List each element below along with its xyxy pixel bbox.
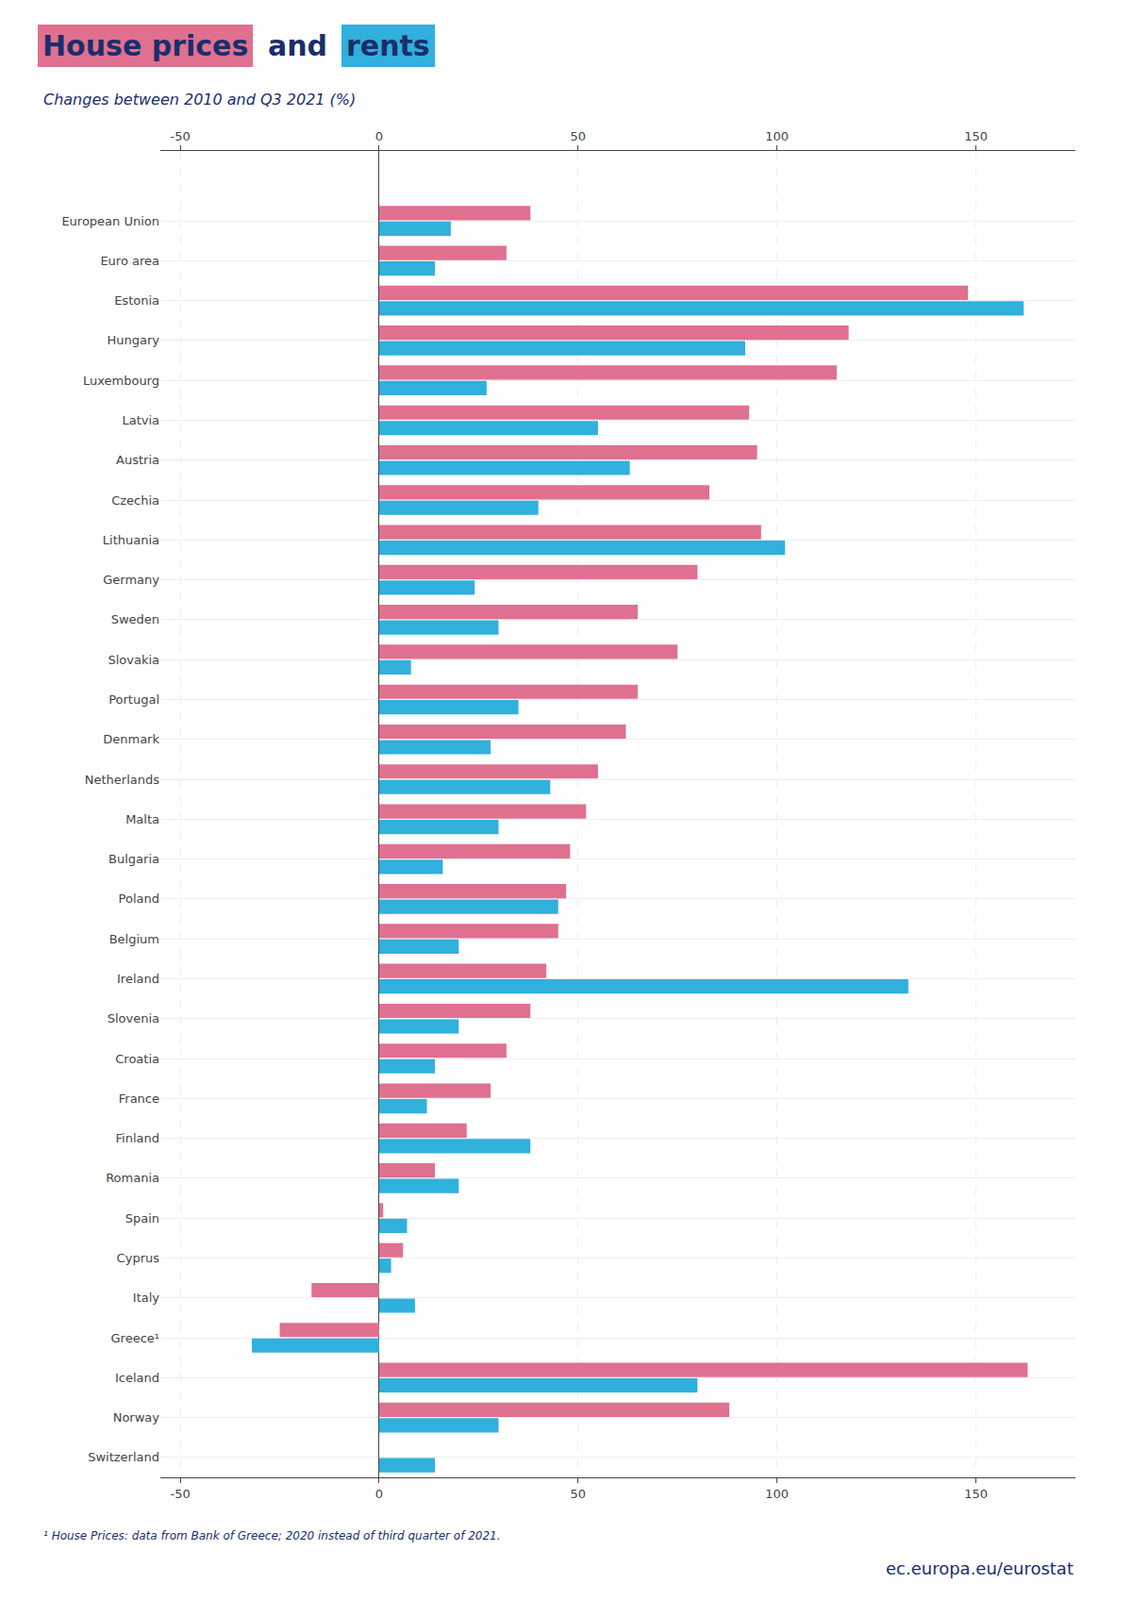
svg-text:50: 50: [570, 129, 587, 144]
svg-text:Denmark: Denmark: [102, 732, 160, 747]
svg-text:Slovakia: Slovakia: [107, 652, 160, 667]
svg-text:Romania: Romania: [105, 1170, 160, 1185]
svg-text:Portugal: Portugal: [108, 692, 160, 707]
svg-text:Finland: Finland: [116, 1131, 160, 1146]
svg-text:House prices: House prices: [42, 29, 249, 63]
svg-text:Malta: Malta: [125, 812, 160, 827]
svg-text:European Union: European Union: [61, 214, 160, 229]
svg-text:Changes between 2010 and Q3 20: Changes between 2010 and Q3 2021 (%): [43, 90, 356, 109]
svg-text:France: France: [118, 1091, 160, 1106]
svg-text:Slovenia: Slovenia: [107, 1011, 160, 1026]
svg-text:Italy: Italy: [133, 1290, 161, 1305]
svg-text:100: 100: [765, 1486, 789, 1501]
svg-text:Croatia: Croatia: [115, 1051, 160, 1066]
svg-text:Estonia: Estonia: [114, 293, 160, 308]
svg-text:0: 0: [375, 129, 383, 144]
svg-text:Latvia: Latvia: [121, 413, 160, 428]
svg-text:Euro area: Euro area: [99, 253, 160, 268]
svg-text:0: 0: [375, 1486, 383, 1501]
svg-text:Cyprus: Cyprus: [116, 1250, 161, 1266]
svg-text:ec.europa.eu/eurostat: ec.europa.eu/eurostat: [885, 1558, 1074, 1579]
svg-text:-50: -50: [169, 1486, 190, 1501]
svg-text:Netherlands: Netherlands: [84, 772, 160, 787]
svg-text:50: 50: [570, 1486, 587, 1501]
svg-text:Sweden: Sweden: [111, 612, 160, 627]
svg-text:Poland: Poland: [118, 891, 160, 906]
svg-text:Austria: Austria: [116, 452, 160, 467]
svg-text:150: 150: [964, 1486, 988, 1501]
svg-text:Greece¹: Greece¹: [111, 1331, 161, 1346]
svg-text:Belgium: Belgium: [109, 932, 160, 947]
svg-text:Bulgaria: Bulgaria: [108, 851, 160, 866]
svg-text:Germany: Germany: [102, 572, 160, 587]
svg-text:Hungary: Hungary: [106, 332, 160, 348]
svg-text:Norway: Norway: [113, 1410, 161, 1425]
svg-text:150: 150: [964, 129, 988, 144]
svg-text:100: 100: [765, 129, 789, 144]
svg-text:rents: rents: [346, 29, 431, 63]
svg-text:Luxembourg: Luxembourg: [83, 373, 160, 388]
svg-text:Lithuania: Lithuania: [102, 532, 160, 548]
svg-text:¹ House Prices: data from Bank: ¹ House Prices: data from Bank of Greece…: [43, 1529, 501, 1543]
svg-text:-50: -50: [169, 129, 190, 144]
svg-text:Spain: Spain: [125, 1211, 160, 1226]
svg-text:Switzerland: Switzerland: [87, 1449, 160, 1465]
svg-text:and: and: [267, 29, 328, 63]
svg-text:Ireland: Ireland: [116, 971, 160, 986]
svg-text:Czechia: Czechia: [111, 493, 160, 508]
svg-text:Iceland: Iceland: [115, 1370, 160, 1385]
